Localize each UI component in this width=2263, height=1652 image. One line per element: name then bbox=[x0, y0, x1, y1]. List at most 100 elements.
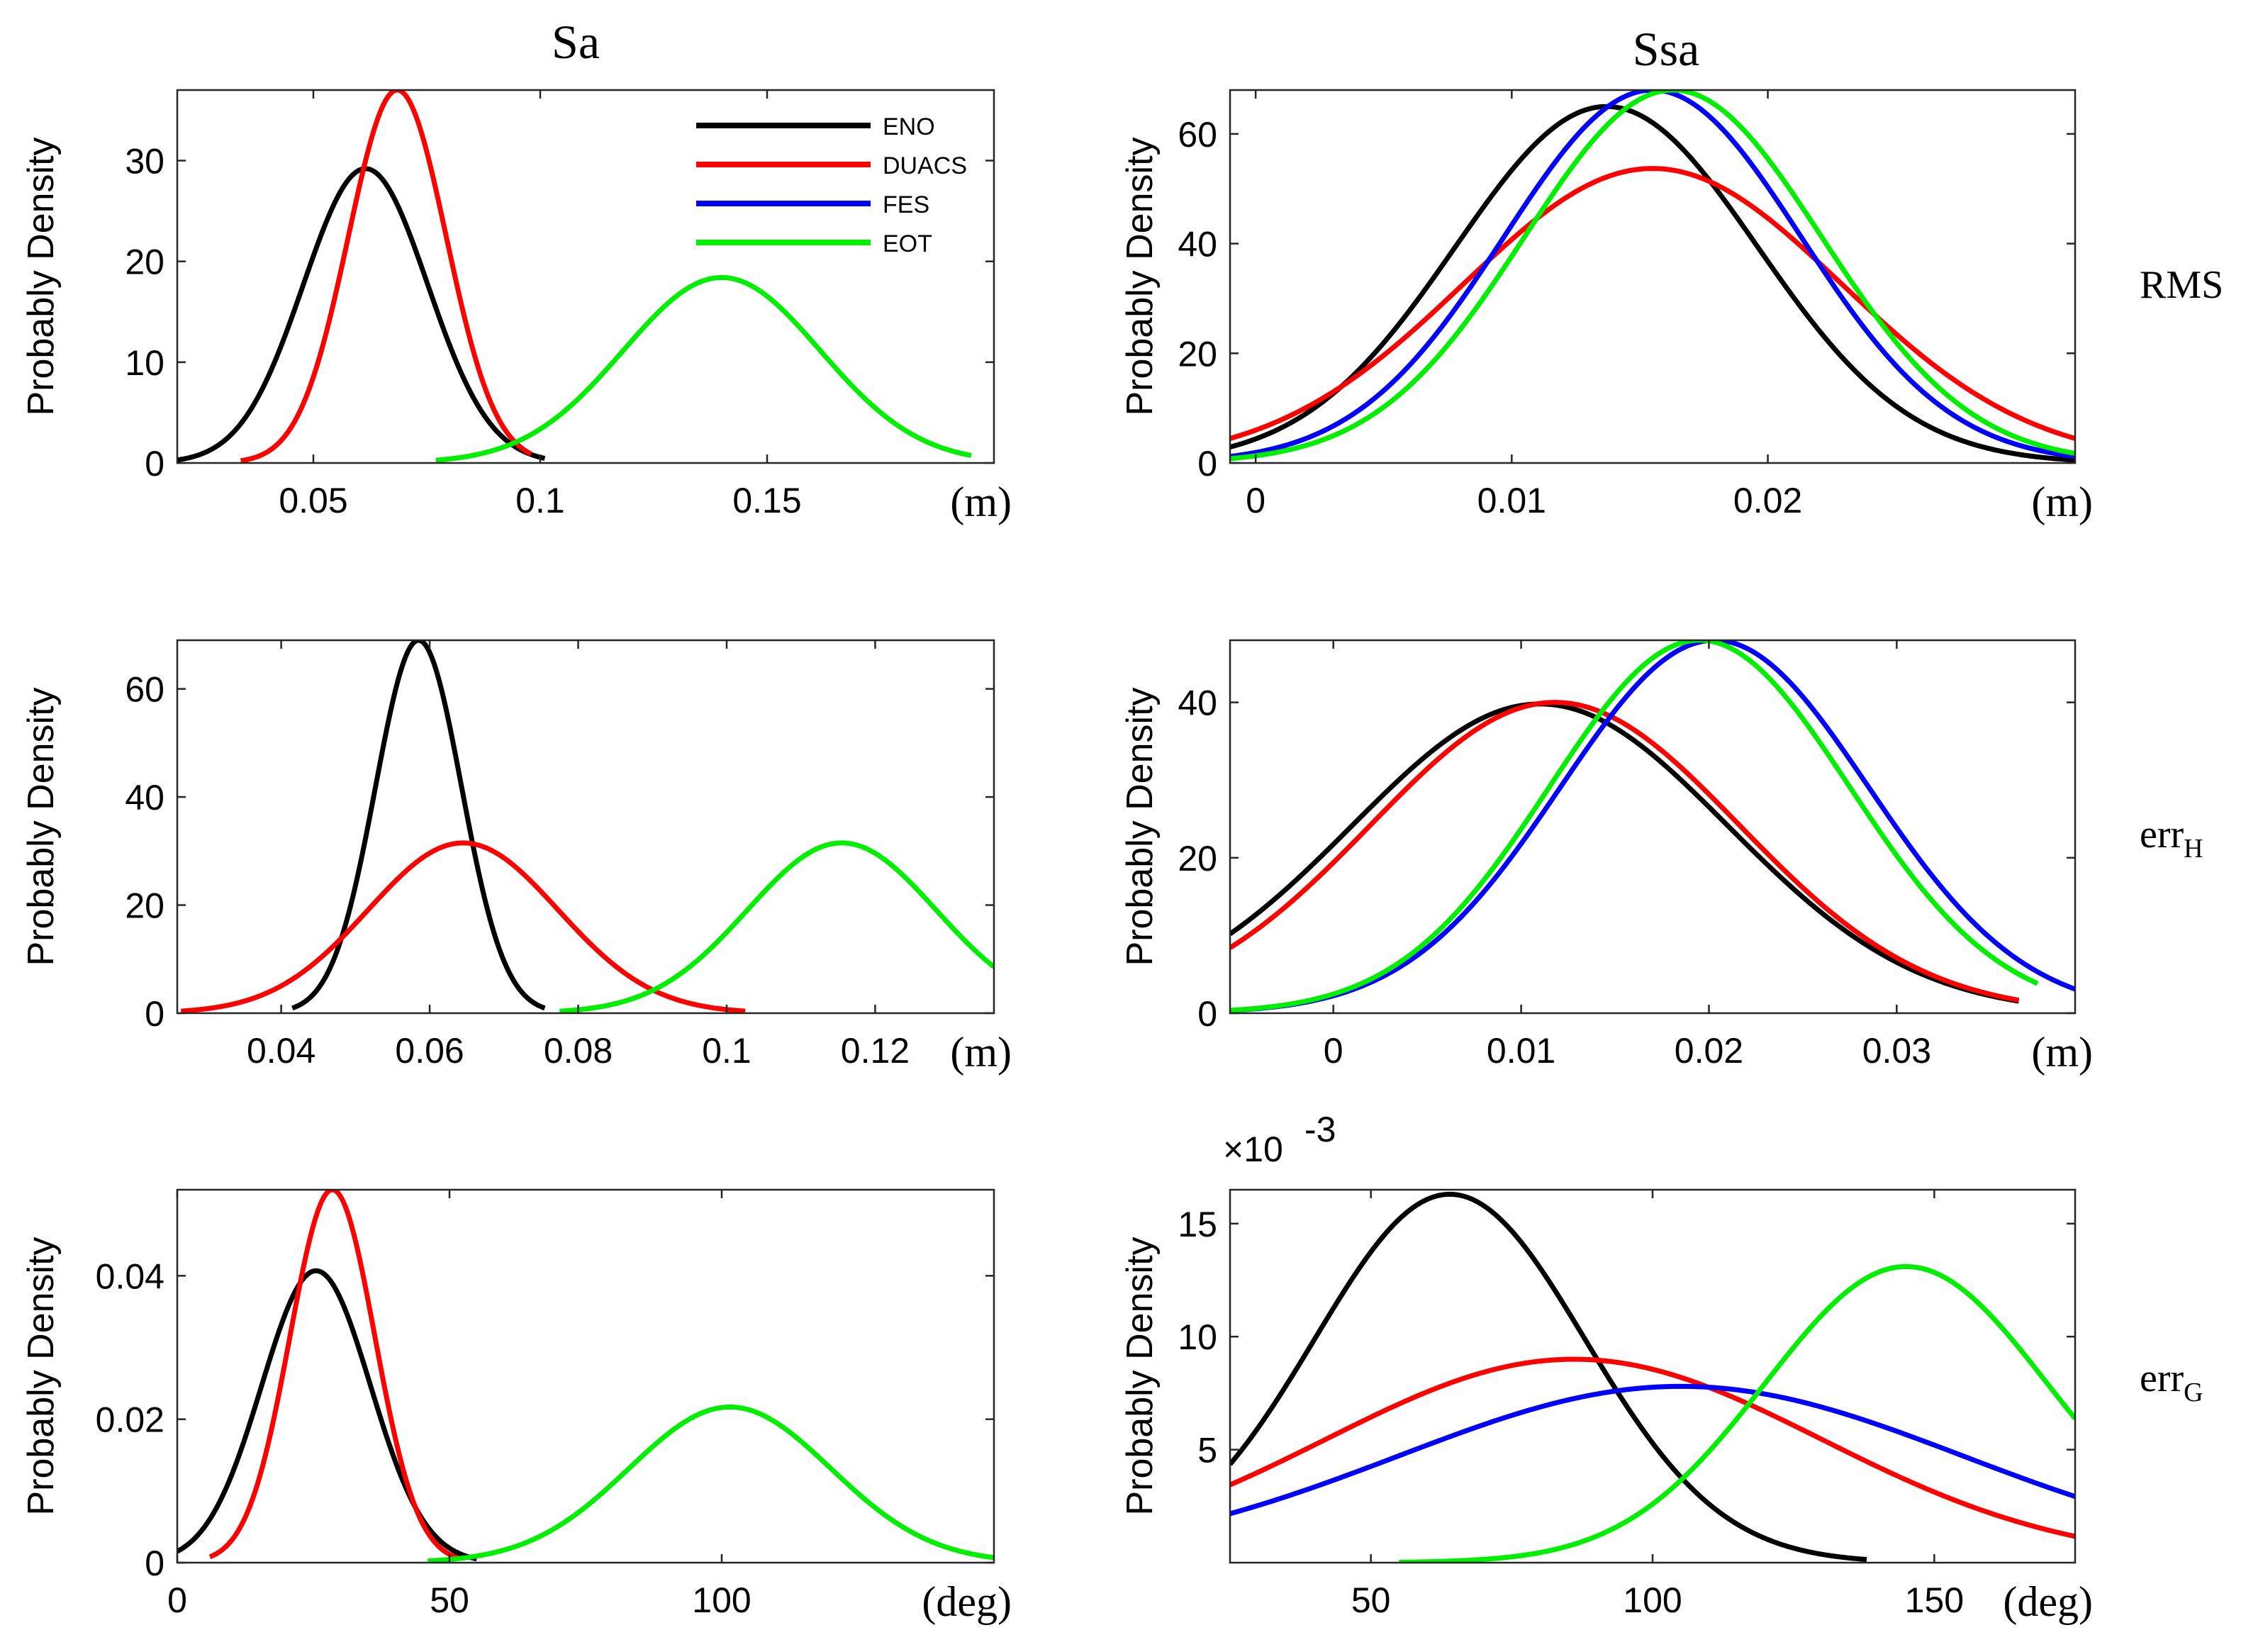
series-eno-ssa-rms bbox=[1230, 104, 2075, 463]
series-eot-sa-errH bbox=[559, 840, 994, 1013]
y-tick-label-ssa-errH-0: 0 bbox=[1197, 994, 1217, 1034]
unit-label-sa-rms: (m) bbox=[950, 479, 1012, 525]
y-tick-label-sa-rms-0: 0 bbox=[145, 444, 164, 484]
series-eot-ssa-rms bbox=[1230, 90, 2075, 462]
y-tick-label-ssa-errG-0: 5 bbox=[1197, 1431, 1217, 1470]
axes-box-sa-rms bbox=[176, 89, 995, 464]
series-eot-sa-rms bbox=[435, 274, 972, 463]
x-tick-label-sa-rms-1: 0.1 bbox=[515, 481, 565, 520]
y-tick-label-sa-rms-2: 20 bbox=[125, 242, 164, 282]
panel-ssa-errH: 0 0.01 0.02 0.03 0 20 40 Probably Density (m) bbox=[1119, 639, 2093, 1076]
row-label-rms: RMS bbox=[2140, 263, 2223, 307]
y-tick-label-sa-errG-2: 0.04 bbox=[96, 1256, 164, 1296]
series-duacs-sa-rms bbox=[239, 90, 532, 463]
y-tick-label-sa-errH-2: 40 bbox=[125, 778, 164, 817]
y-tick-label-sa-errH-0: 0 bbox=[145, 994, 164, 1034]
column-title-sa: Sa bbox=[552, 15, 600, 69]
x-tick-label-ssa-rms-0: 0 bbox=[1246, 481, 1265, 520]
y-tick-label-ssa-errG-2: 15 bbox=[1178, 1205, 1217, 1244]
unit-label-ssa-errG: (deg) bbox=[2003, 1578, 2093, 1625]
exponent-power-ssa-errG: -3 bbox=[1304, 1110, 1336, 1149]
x-tick-label-sa-errG-2: 100 bbox=[692, 1580, 751, 1620]
row-label-errH-base: err bbox=[2140, 813, 2184, 856]
panel-sa-errG: 0 50 100 0 0.02 0.04 Probably Density (deg) bbox=[21, 1188, 1012, 1625]
x-tick-label-sa-errH-1: 0.06 bbox=[395, 1031, 464, 1071]
y-axis-label-ssa-rms: Probably Density bbox=[1119, 137, 1161, 415]
series-duacs-ssa-rms bbox=[1230, 166, 2075, 441]
legend-label-fes: FES bbox=[883, 191, 929, 218]
y-tick-label-ssa-errH-1: 20 bbox=[1178, 839, 1217, 878]
axes-box-sa-errG bbox=[176, 1188, 995, 1564]
series-duacs-ssa-errH bbox=[1230, 700, 2020, 1003]
row-label-errH-sub: H bbox=[2184, 834, 2203, 864]
x-tick-label-ssa-errG-2: 150 bbox=[1905, 1580, 1964, 1620]
legend-label-eot: EOT bbox=[883, 230, 932, 257]
unit-label-sa-errG: (deg) bbox=[922, 1578, 1012, 1625]
series-eot-ssa-errG bbox=[1399, 1263, 2075, 1563]
series-fes-ssa-rms bbox=[1230, 90, 2075, 459]
x-tick-label-sa-errG-0: 0 bbox=[167, 1580, 187, 1620]
legend-label-eno: ENO bbox=[883, 113, 935, 140]
y-tick-label-ssa-rms-0: 0 bbox=[1197, 444, 1217, 484]
series-eot-sa-errG bbox=[428, 1405, 994, 1563]
unit-label-ssa-rms: (m) bbox=[2031, 479, 2093, 525]
y-axis-label-sa-errH: Probably Density bbox=[21, 687, 62, 966]
row-label-errG-sub: G bbox=[2184, 1378, 2203, 1407]
y-axis-label-sa-errG: Probably Density bbox=[21, 1237, 62, 1515]
axes-box-sa-errH bbox=[176, 639, 995, 1015]
y-tick-label-sa-errG-1: 0.02 bbox=[96, 1400, 164, 1440]
x-tick-label-ssa-errG-1: 100 bbox=[1623, 1580, 1682, 1620]
panel-ssa-errG: 50 100 150 5 10 15 Probably Density (deg) ×10 -3 bbox=[1119, 1110, 2093, 1625]
curves-sa-errG bbox=[177, 1190, 994, 1563]
y-tick-label-ssa-rms-2: 40 bbox=[1178, 225, 1217, 264]
series-duacs-ssa-errG bbox=[1230, 1356, 2075, 1539]
y-tick-label-ssa-rms-1: 20 bbox=[1178, 334, 1217, 374]
y-axis-label-ssa-errG: Probably Density bbox=[1119, 1237, 1161, 1515]
series-duacs-sa-errG bbox=[208, 1190, 462, 1561]
unit-label-sa-errH: (m) bbox=[950, 1029, 1012, 1076]
legend-label-duacs: DUACS bbox=[883, 152, 967, 179]
x-tick-label-ssa-rms-1: 0.01 bbox=[1477, 481, 1546, 520]
curves-sa-errH bbox=[181, 640, 994, 1013]
x-tick-label-sa-errH-2: 0.08 bbox=[544, 1031, 613, 1071]
y-tick-label-sa-errH-3: 60 bbox=[125, 670, 164, 710]
x-tick-label-ssa-errH-1: 0.01 bbox=[1487, 1031, 1555, 1071]
row-label-errH: errH bbox=[2140, 813, 2203, 864]
panel-ssa-rms: 0 0.01 0.02 0 20 40 60 Probably Density (m) bbox=[1119, 89, 2093, 525]
row-label-rms-base: RMS bbox=[2140, 263, 2223, 307]
y-tick-label-sa-errG-0: 0 bbox=[145, 1544, 164, 1583]
legend: ENO DUACS FES EOT bbox=[696, 113, 967, 257]
unit-label-ssa-errH: (m) bbox=[2031, 1029, 2093, 1076]
curves-ssa-rms bbox=[1230, 90, 2075, 463]
series-eno-sa-errG bbox=[177, 1268, 479, 1562]
series-fes-ssa-errG bbox=[1230, 1383, 2075, 1517]
y-tick-label-ssa-rms-3: 60 bbox=[1178, 115, 1217, 155]
y-tick-label-sa-rms-1: 10 bbox=[125, 343, 164, 383]
exponent-label-ssa-errG: ×10 bbox=[1223, 1129, 1283, 1169]
series-fes-ssa-errH bbox=[1230, 640, 2075, 1013]
panel-sa-errH: 0.04 0.06 0.08 0.1 0.12 0 20 40 60 Probably Densi… bbox=[21, 639, 1012, 1076]
axes-box-ssa-errH bbox=[1229, 639, 2077, 1015]
x-tick-label-ssa-errH-2: 0.02 bbox=[1675, 1031, 1743, 1071]
x-tick-label-sa-rms-2: 0.15 bbox=[732, 481, 801, 520]
x-tick-label-ssa-errG-0: 50 bbox=[1351, 1580, 1391, 1620]
panel-sa-rms: 0.05 0.1 0.15 0 10 20 30 Probably Density (m) bbox=[21, 89, 1012, 525]
series-eno-sa-errH bbox=[291, 640, 547, 1011]
y-axis-label-ssa-errH: Probably Density bbox=[1119, 687, 1161, 966]
column-title-ssa: Ssa bbox=[1633, 22, 1699, 76]
x-tick-label-sa-errH-3: 0.1 bbox=[702, 1031, 751, 1071]
y-tick-label-ssa-errG-1: 10 bbox=[1178, 1317, 1217, 1357]
x-tick-label-ssa-rms-2: 0.02 bbox=[1733, 481, 1802, 520]
curves-ssa-errG bbox=[1230, 1191, 2075, 1563]
curves-sa-rms bbox=[177, 90, 972, 463]
curves-ssa-errH bbox=[1230, 640, 2075, 1013]
x-tick-label-sa-errH-4: 0.12 bbox=[841, 1031, 910, 1071]
x-tick-label-ssa-errH-0: 0 bbox=[1324, 1031, 1343, 1071]
series-eno-ssa-errH bbox=[1230, 701, 2020, 1004]
x-tick-label-ssa-errH-3: 0.03 bbox=[1862, 1031, 1931, 1071]
axes-box-ssa-rms bbox=[1229, 89, 2077, 464]
x-tick-label-sa-errG-1: 50 bbox=[430, 1580, 469, 1620]
series-eno-sa-rms bbox=[177, 166, 546, 463]
row-label-errG-base: err bbox=[2140, 1356, 2184, 1400]
